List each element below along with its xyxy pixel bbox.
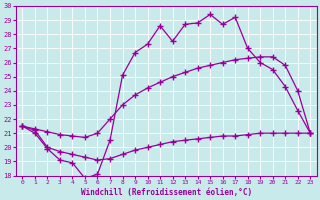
X-axis label: Windchill (Refroidissement éolien,°C): Windchill (Refroidissement éolien,°C) bbox=[81, 188, 252, 197]
